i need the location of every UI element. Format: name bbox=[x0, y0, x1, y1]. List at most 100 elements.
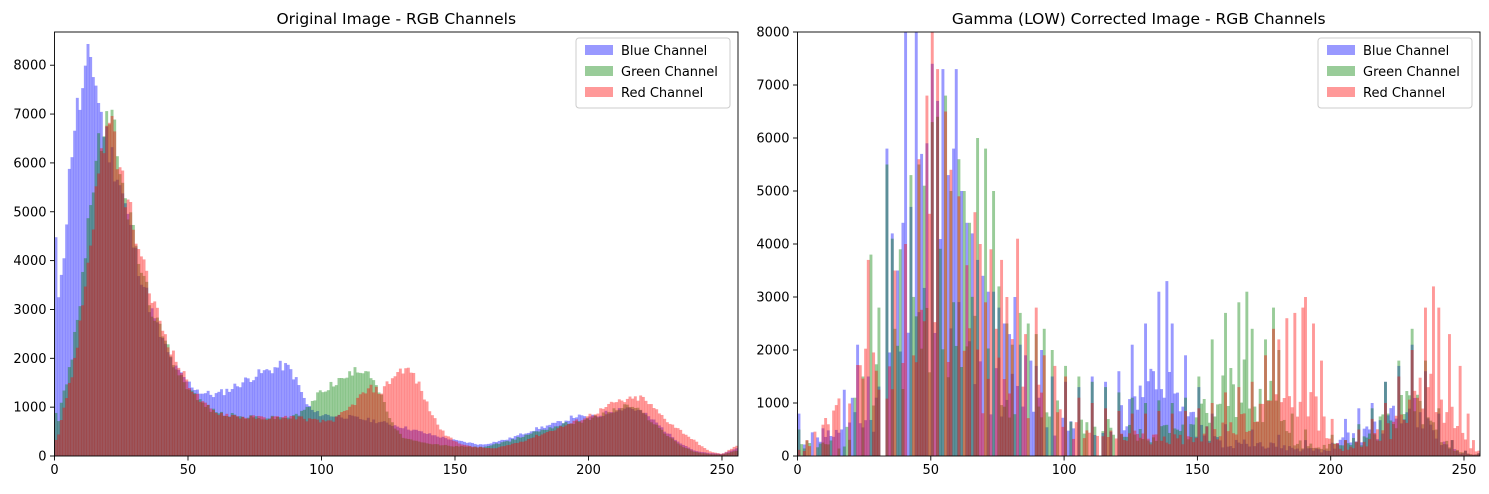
histogram-bar bbox=[484, 444, 488, 456]
histogram-bar bbox=[62, 390, 66, 456]
histogram-bar bbox=[171, 367, 175, 456]
histogram-bar bbox=[204, 406, 207, 456]
histogram-bar bbox=[1146, 440, 1150, 456]
histogram-bar bbox=[1312, 323, 1315, 456]
histogram-bar bbox=[877, 307, 881, 456]
histogram-bar bbox=[537, 431, 541, 456]
x-tick-label: 250 bbox=[1452, 463, 1477, 478]
histogram-bar bbox=[1026, 323, 1030, 456]
histogram-bar bbox=[273, 367, 277, 456]
histogram-bar bbox=[1397, 376, 1401, 456]
histogram-bar bbox=[412, 440, 416, 456]
histogram-bar bbox=[185, 379, 189, 456]
histogram-bar bbox=[382, 386, 386, 456]
histogram-bar bbox=[508, 444, 512, 456]
histogram-bar bbox=[326, 414, 330, 456]
histogram-bar bbox=[1024, 355, 1028, 456]
histogram-bar bbox=[113, 119, 117, 456]
histogram-bar bbox=[390, 422, 394, 456]
histogram-bar bbox=[676, 443, 680, 456]
histogram-bar bbox=[631, 398, 635, 456]
histogram-bar bbox=[1309, 443, 1313, 456]
histogram-bar bbox=[1437, 408, 1441, 456]
histogram-bar bbox=[914, 316, 918, 456]
histogram-bar bbox=[949, 328, 953, 456]
histogram-bar bbox=[179, 373, 183, 456]
histogram-bar bbox=[930, 32, 934, 456]
histogram-bar bbox=[946, 361, 950, 456]
histogram-bar bbox=[575, 419, 579, 456]
y-tick-label: 1000 bbox=[13, 401, 46, 416]
histogram-bar bbox=[548, 427, 552, 456]
histogram-bar bbox=[182, 382, 186, 456]
histogram-bar bbox=[310, 400, 314, 456]
histogram-bar bbox=[1312, 450, 1315, 456]
histogram-bar bbox=[1352, 433, 1355, 456]
histogram-bar bbox=[1445, 444, 1449, 456]
histogram-bar bbox=[1045, 427, 1049, 456]
histogram-bar bbox=[649, 404, 653, 456]
histogram-bar bbox=[57, 297, 61, 456]
histogram-bar bbox=[142, 259, 146, 456]
blue-channel-bars bbox=[54, 43, 738, 456]
histogram-bar bbox=[1138, 429, 1142, 456]
histogram-bar bbox=[1216, 439, 1219, 456]
histogram-bar bbox=[345, 377, 349, 456]
histogram-bar bbox=[1229, 446, 1233, 456]
histogram-bar bbox=[689, 449, 693, 456]
histogram-bar bbox=[721, 454, 725, 456]
histogram-bar bbox=[521, 441, 525, 456]
histogram-bar bbox=[1413, 390, 1417, 456]
histogram-bar bbox=[147, 312, 151, 456]
histogram-bar bbox=[826, 424, 830, 456]
histogram-bar bbox=[396, 426, 400, 456]
histogram-bar bbox=[1053, 365, 1057, 456]
histogram-bar bbox=[1221, 447, 1225, 456]
y-tick-label: 0 bbox=[781, 450, 789, 465]
histogram-bar bbox=[511, 439, 514, 456]
histogram-bar bbox=[465, 445, 469, 456]
histogram-bar bbox=[596, 417, 600, 456]
histogram-bar bbox=[885, 398, 889, 456]
histogram-bar bbox=[1162, 425, 1166, 456]
histogram-bar bbox=[204, 393, 207, 456]
histogram-bar bbox=[1472, 454, 1475, 456]
histogram-bar bbox=[1184, 397, 1187, 456]
histogram-bar bbox=[834, 429, 838, 456]
histogram-bar bbox=[1440, 442, 1443, 456]
histogram-bar bbox=[332, 386, 336, 456]
histogram-bar bbox=[185, 381, 189, 456]
histogram-bar bbox=[976, 138, 980, 456]
histogram-bar bbox=[1093, 434, 1097, 456]
histogram-bar bbox=[1077, 387, 1081, 456]
histogram-bar bbox=[954, 69, 958, 456]
histogram-bar bbox=[187, 387, 191, 456]
histogram-bar bbox=[992, 191, 996, 456]
histogram-bar bbox=[1040, 392, 1044, 456]
histogram-bar bbox=[623, 402, 627, 456]
histogram-bar bbox=[1216, 404, 1219, 456]
histogram-bar bbox=[1405, 391, 1409, 456]
histogram-bar bbox=[700, 453, 704, 456]
histogram-bar bbox=[1136, 433, 1139, 456]
histogram-bar bbox=[805, 440, 809, 456]
histogram-bar bbox=[633, 396, 637, 456]
histogram-bar bbox=[257, 417, 261, 456]
histogram-bar bbox=[54, 237, 58, 456]
histogram-bar bbox=[569, 423, 573, 456]
histogram-bar bbox=[270, 416, 274, 456]
histogram-bar bbox=[944, 95, 948, 456]
histogram-bar bbox=[113, 131, 117, 456]
histogram-bar bbox=[198, 399, 202, 456]
histogram-bar bbox=[1210, 339, 1214, 456]
histogram-bar bbox=[487, 443, 490, 456]
histogram-bar bbox=[473, 446, 477, 456]
histogram-bar bbox=[1272, 328, 1275, 456]
histogram-bar bbox=[519, 437, 522, 456]
histogram-bar bbox=[1344, 440, 1347, 456]
histogram-bar bbox=[1186, 436, 1190, 456]
histogram-bar bbox=[1320, 448, 1323, 456]
histogram-bar bbox=[1402, 419, 1406, 456]
histogram-bar bbox=[559, 421, 563, 456]
histogram-bar bbox=[914, 362, 918, 456]
